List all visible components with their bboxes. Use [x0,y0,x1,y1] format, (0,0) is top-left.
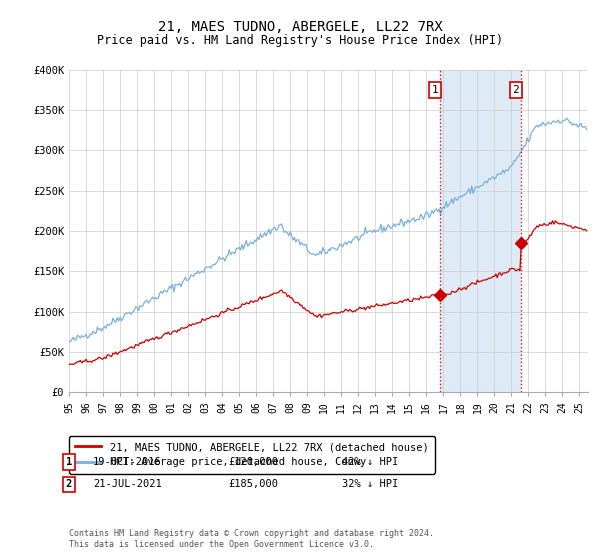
Text: 42% ↓ HPI: 42% ↓ HPI [342,457,398,467]
Text: 1: 1 [431,85,438,95]
Bar [440,70,521,392]
Text: 21-JUL-2021: 21-JUL-2021 [93,479,162,489]
Text: 2: 2 [512,85,519,95]
Text: 21, MAES TUDNO, ABERGELE, LL22 7RX: 21, MAES TUDNO, ABERGELE, LL22 7RX [158,20,442,34]
Text: 19-OCT-2016: 19-OCT-2016 [93,457,162,467]
Text: £185,000: £185,000 [228,479,278,489]
Text: 32% ↓ HPI: 32% ↓ HPI [342,479,398,489]
Text: 2: 2 [66,479,72,489]
Text: £120,000: £120,000 [228,457,278,467]
Legend: 21, MAES TUDNO, ABERGELE, LL22 7RX (detached house), HPI: Average price, detache: 21, MAES TUDNO, ABERGELE, LL22 7RX (deta… [69,436,434,474]
Text: Contains HM Land Registry data © Crown copyright and database right 2024.
This d: Contains HM Land Registry data © Crown c… [69,529,434,549]
Text: 1: 1 [66,457,72,467]
Text: Price paid vs. HM Land Registry's House Price Index (HPI): Price paid vs. HM Land Registry's House … [97,34,503,46]
